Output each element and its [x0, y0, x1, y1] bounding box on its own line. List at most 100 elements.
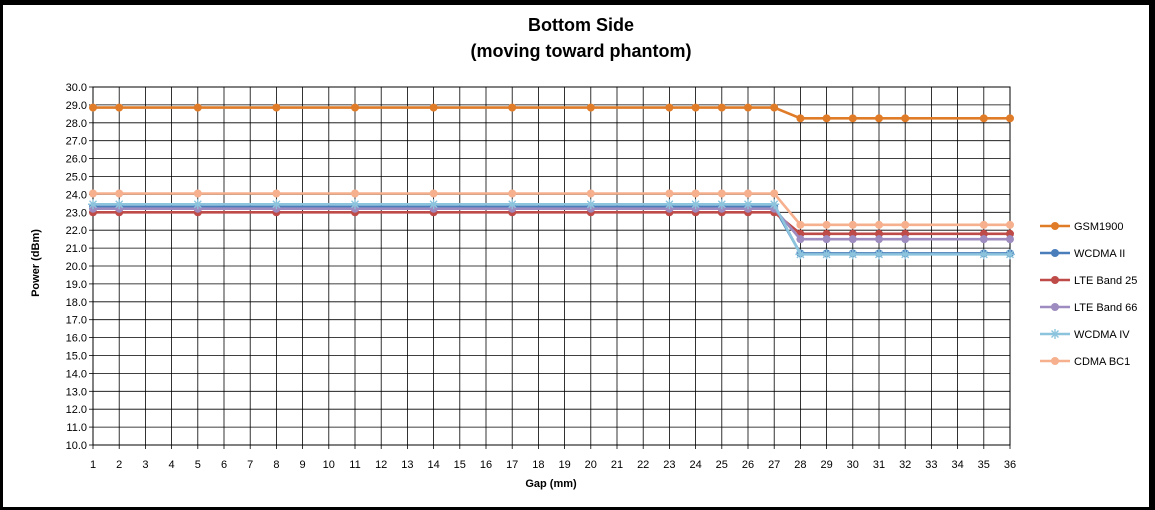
- legend-label: GSM1900: [1074, 221, 1124, 233]
- chart-title-line-1: Bottom Side: [528, 15, 634, 35]
- data-point: [429, 189, 438, 198]
- y-tick-label: 10.0: [66, 440, 87, 452]
- y-tick-label: 12.0: [66, 404, 87, 416]
- data-point: [744, 103, 752, 112]
- data-point: [350, 199, 360, 210]
- x-tick-label: 24: [689, 459, 701, 471]
- data-point: [875, 235, 883, 244]
- data-point: [585, 199, 596, 210]
- series-group: [88, 103, 1015, 260]
- y-tick-label: 28.0: [66, 118, 87, 130]
- x-tick-label: 5: [195, 459, 201, 471]
- data-point: [822, 114, 831, 123]
- chart-title-line-2: (moving toward phantom): [471, 41, 692, 61]
- legend-entry: CDMA BC1: [1040, 356, 1130, 368]
- legend-marker: [1050, 329, 1060, 339]
- data-point: [717, 189, 726, 198]
- y-tick-label: 18.0: [66, 297, 87, 309]
- x-tick-label: 10: [323, 459, 335, 471]
- x-tick-label: 21: [611, 459, 623, 471]
- x-tick-label: 26: [742, 459, 754, 471]
- data-point: [272, 103, 281, 112]
- x-tick-label: 12: [375, 459, 387, 471]
- data-point: [115, 103, 124, 112]
- data-point: [875, 220, 883, 229]
- x-tick-label: 13: [401, 459, 413, 471]
- legend-label: WCDMA IV: [1074, 329, 1130, 341]
- y-tick-label: 11.0: [66, 422, 87, 434]
- data-point: [351, 103, 359, 112]
- data-point: [89, 189, 97, 198]
- data-point: [822, 220, 831, 229]
- data-point: [874, 249, 884, 260]
- data-point: [665, 189, 674, 198]
- y-axis-label: Power (dBm): [30, 229, 42, 297]
- data-point: [690, 199, 701, 210]
- series-cdma-bc1: [89, 189, 1014, 229]
- data-point: [1006, 220, 1014, 229]
- x-tick-label: 6: [221, 459, 227, 471]
- data-point: [744, 189, 752, 198]
- data-point: [664, 199, 675, 210]
- data-point: [193, 189, 202, 198]
- data-point: [88, 199, 98, 210]
- series-line: [93, 211, 1010, 236]
- data-point: [769, 199, 780, 210]
- data-point: [691, 189, 700, 198]
- y-tick-label: 27.0: [66, 136, 87, 148]
- y-tick-label: 30.0: [66, 82, 87, 94]
- x-tick-label: 19: [558, 459, 570, 471]
- data-point: [586, 189, 595, 198]
- y-tick-label: 23.0: [66, 207, 87, 219]
- y-tick-label: 26.0: [66, 154, 87, 166]
- x-tick-label: 17: [506, 459, 518, 471]
- data-point: [875, 114, 883, 123]
- x-tick-label: 18: [532, 459, 544, 471]
- x-tick-label: 28: [794, 459, 806, 471]
- data-point: [796, 114, 805, 123]
- x-axis-ticks: 1 2 3 4 5 6 7 8 9 10 11 12 13 14 15 16 17 18 19 20 21 22 23 24 2…: [90, 459, 1016, 471]
- x-tick-label: 20: [585, 459, 597, 471]
- legend-marker: [1051, 357, 1059, 365]
- data-point: [193, 103, 202, 112]
- data-point: [822, 235, 831, 244]
- data-point: [848, 114, 857, 123]
- data-point: [770, 103, 779, 112]
- series-gsm1900: [89, 103, 1014, 123]
- line-chart: Bottom Side (moving toward phantom) 10.0…: [30, 15, 1137, 490]
- legend-entry: WCDMA II: [1040, 248, 1125, 260]
- data-point: [979, 220, 988, 229]
- y-tick-label: 21.0: [66, 243, 87, 255]
- x-tick-label: 29: [820, 459, 832, 471]
- x-tick-label: 1: [90, 459, 96, 471]
- y-tick-label: 22.0: [66, 225, 87, 237]
- legend-entry: GSM1900: [1040, 221, 1124, 233]
- legend-label: LTE Band 66: [1074, 302, 1137, 314]
- x-tick-label: 7: [247, 459, 253, 471]
- data-point: [691, 103, 700, 112]
- series-line: [93, 192, 1010, 227]
- x-tick-label: 34: [951, 459, 963, 471]
- y-tick-label: 20.0: [66, 261, 87, 273]
- legend-entry: WCDMA IV: [1040, 329, 1130, 341]
- data-point: [821, 249, 832, 260]
- x-tick-label: 33: [925, 459, 937, 471]
- series-lte-band-25: [89, 208, 1014, 238]
- y-tick-label: 14.0: [66, 368, 87, 380]
- data-point: [271, 199, 282, 210]
- data-point: [847, 249, 858, 260]
- x-tick-label: 27: [768, 459, 780, 471]
- series-wcdma-iv: [88, 199, 1015, 260]
- y-axis-ticks: 10.0 11.0 12.0 13.0 14.0 15.0 16.0 17.0 18.0 19.0…: [66, 82, 93, 452]
- data-point: [192, 199, 203, 210]
- legend-entry: LTE Band 25: [1040, 275, 1137, 287]
- x-tick-label: 4: [169, 459, 175, 471]
- y-tick-label: 15.0: [66, 351, 87, 363]
- data-point: [979, 235, 988, 244]
- data-point: [796, 235, 805, 244]
- y-tick-label: 29.0: [66, 100, 87, 112]
- x-tick-label: 35: [978, 459, 990, 471]
- x-axis-label: Gap (mm): [525, 478, 577, 490]
- data-point: [795, 249, 806, 260]
- legend-label: WCDMA II: [1074, 248, 1125, 260]
